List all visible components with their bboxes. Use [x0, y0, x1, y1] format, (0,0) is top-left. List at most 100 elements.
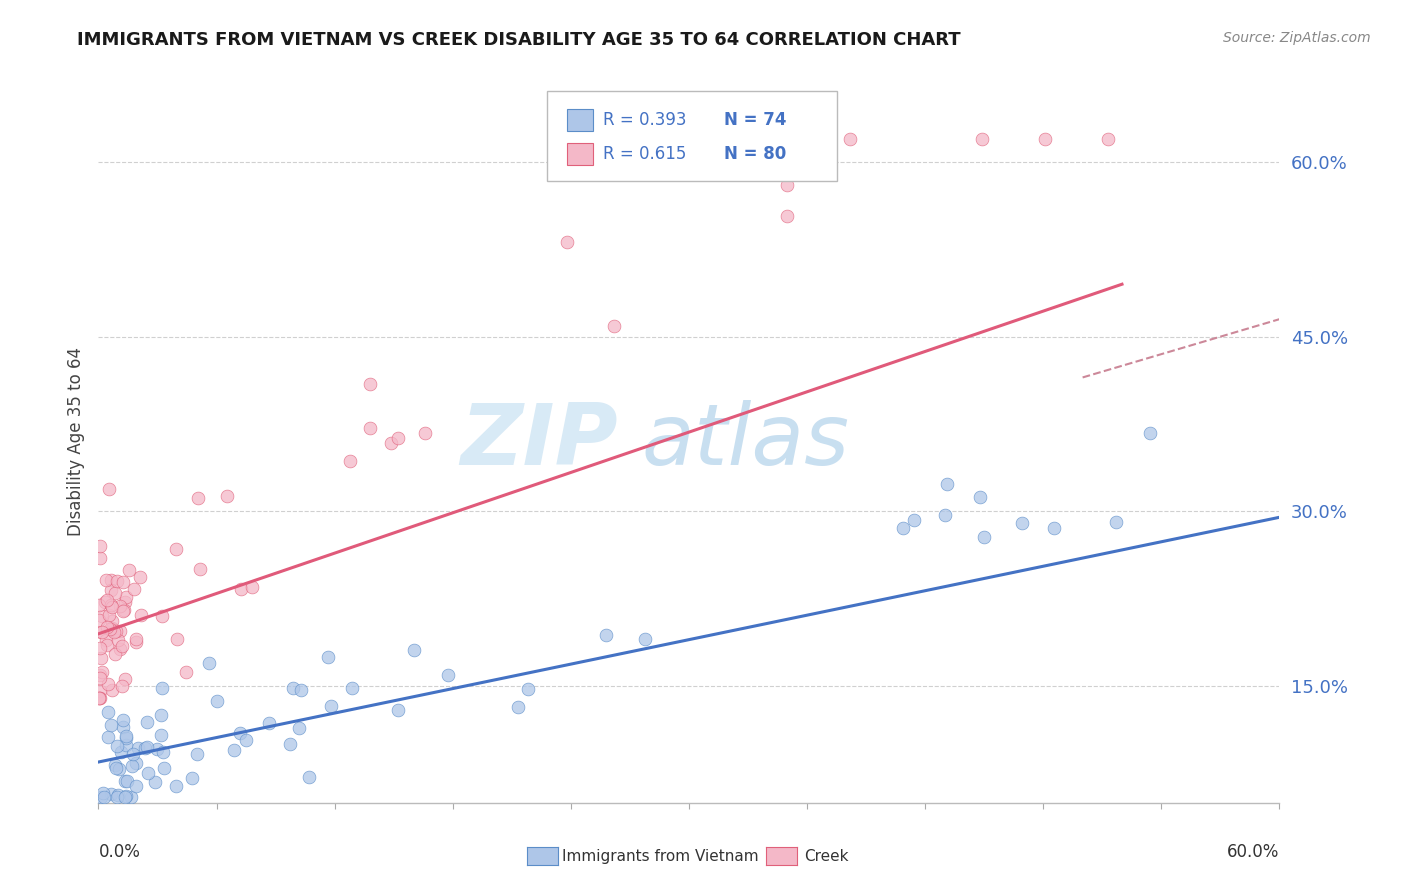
Point [114, 731, 136, 745]
Point [105, 789, 128, 804]
Point [118, 563, 141, 577]
Text: N = 80: N = 80 [724, 145, 786, 163]
Point [112, 574, 135, 589]
Point [970, 131, 993, 145]
Point [103, 624, 125, 639]
Point [121, 747, 143, 761]
Point [775, 209, 797, 223]
Point [121, 759, 143, 773]
Point [101, 683, 124, 698]
Point [180, 771, 202, 785]
FancyBboxPatch shape [567, 109, 593, 131]
Point [387, 703, 409, 717]
Point [101, 622, 124, 636]
Point [153, 761, 176, 775]
Point [97, 705, 120, 719]
Point [633, 632, 655, 647]
Point [89, 599, 111, 613]
Point [135, 739, 157, 754]
Point [89, 539, 111, 553]
Point [187, 491, 209, 505]
Point [125, 756, 148, 771]
Point [838, 131, 860, 145]
Text: IMMIGRANTS FROM VIETNAM VS CREEK DISABILITY AGE 35 TO 64 CORRELATION CHART: IMMIGRANTS FROM VIETNAM VS CREEK DISABIL… [77, 31, 960, 49]
Point [101, 600, 124, 615]
Text: R = 0.393: R = 0.393 [603, 111, 686, 129]
Point [100, 573, 122, 587]
Point [104, 761, 127, 775]
Point [413, 425, 436, 440]
Point [934, 508, 956, 522]
Point [89, 690, 111, 705]
Point [165, 542, 187, 557]
Text: Source: ZipAtlas.com: Source: ZipAtlas.com [1223, 31, 1371, 45]
Point [973, 530, 995, 544]
Point [91, 609, 114, 624]
Point [104, 624, 127, 638]
Point [107, 632, 129, 647]
Point [107, 788, 129, 802]
Point [257, 716, 280, 731]
Point [89, 640, 111, 655]
Point [104, 647, 127, 661]
Point [89, 671, 111, 685]
Text: R = 0.615: R = 0.615 [603, 145, 686, 163]
Point [111, 720, 134, 734]
Point [240, 580, 263, 594]
Point [893, 520, 915, 534]
Point [290, 683, 312, 698]
Point [110, 624, 132, 639]
Point [776, 178, 799, 193]
Point [136, 766, 159, 780]
Point [89, 690, 111, 705]
Point [143, 775, 166, 789]
Point [94, 574, 117, 588]
Point [96, 632, 118, 647]
Point [100, 622, 122, 636]
Point [150, 681, 173, 695]
Point [402, 643, 425, 657]
Point [93, 789, 115, 804]
Point [903, 513, 925, 527]
Point [316, 650, 339, 665]
Point [1011, 516, 1033, 530]
Point [437, 668, 460, 682]
Point [517, 681, 540, 696]
Point [555, 235, 578, 249]
Point [165, 779, 187, 793]
Point [152, 745, 174, 759]
Point [90, 651, 112, 665]
Point [100, 582, 122, 597]
Point [149, 728, 172, 742]
Point [100, 598, 122, 612]
Point [114, 591, 136, 605]
Text: Immigrants from Vietnam: Immigrants from Vietnam [562, 849, 759, 863]
Point [166, 632, 188, 647]
Point [146, 741, 169, 756]
Point [222, 743, 245, 757]
Point [110, 745, 132, 759]
Point [91, 786, 114, 800]
Point [105, 574, 128, 589]
Point [125, 635, 148, 649]
Point [96, 619, 118, 633]
Point [108, 763, 131, 777]
FancyBboxPatch shape [567, 143, 593, 165]
Point [508, 700, 530, 714]
Point [94, 595, 117, 609]
Point [969, 491, 991, 505]
Point [205, 694, 228, 708]
Point [115, 738, 138, 752]
Point [229, 726, 252, 740]
Point [298, 770, 321, 784]
Point [101, 614, 124, 628]
Point [127, 741, 149, 756]
Point [287, 722, 309, 736]
Point [319, 698, 342, 713]
Point [114, 729, 136, 743]
Point [124, 582, 146, 596]
Text: ZIP: ZIP [460, 400, 619, 483]
Point [380, 435, 402, 450]
Point [235, 732, 257, 747]
Point [935, 476, 957, 491]
